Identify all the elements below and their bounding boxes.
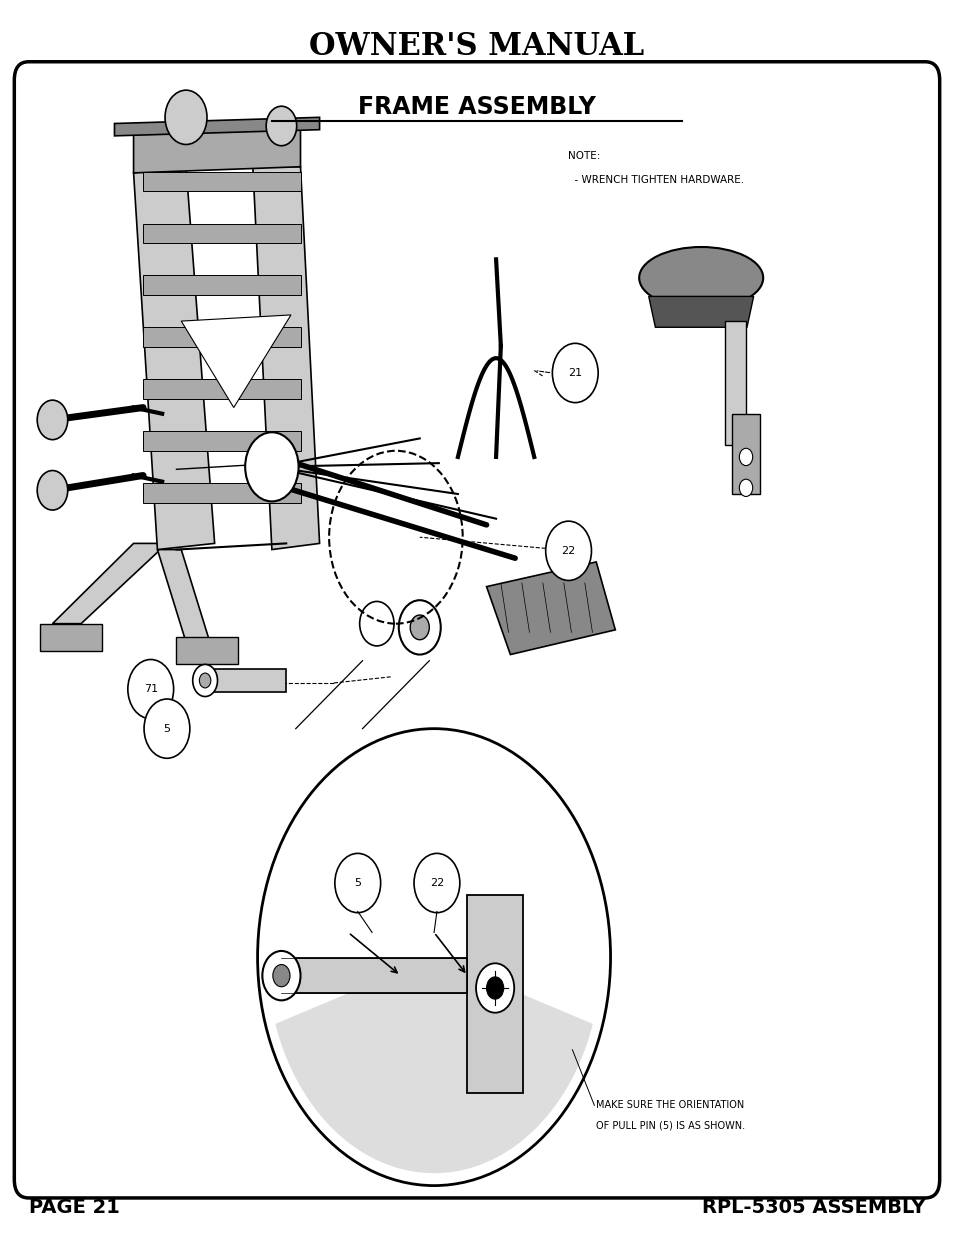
Polygon shape [133,130,300,173]
Circle shape [398,600,440,655]
Circle shape [262,951,300,1000]
Circle shape [37,400,68,440]
Polygon shape [181,315,291,408]
Circle shape [37,471,68,510]
Bar [724,321,745,445]
FancyBboxPatch shape [14,62,939,1198]
Circle shape [257,729,610,1186]
Circle shape [552,343,598,403]
Text: 5: 5 [354,878,361,888]
Text: NOTE:: NOTE: [567,151,599,161]
Text: 22: 22 [561,546,575,556]
Polygon shape [133,167,214,550]
Circle shape [545,521,591,580]
Polygon shape [114,117,319,136]
Circle shape [739,479,752,496]
Text: PAGE 21: PAGE 21 [29,1198,119,1218]
Text: - WRENCH TIGHTEN HARDWARE.: - WRENCH TIGHTEN HARDWARE. [567,175,743,185]
Circle shape [486,977,503,999]
Circle shape [359,601,394,646]
Circle shape [273,965,290,987]
Bar [143,172,300,191]
Circle shape [266,106,296,146]
Polygon shape [52,543,167,624]
Polygon shape [157,550,210,642]
Bar [143,327,300,347]
Circle shape [199,673,211,688]
Ellipse shape [639,247,762,309]
Bar [143,483,300,503]
Bar [143,431,300,451]
Text: RPL-5305 ASSEMBLY: RPL-5305 ASSEMBLY [701,1198,924,1218]
Circle shape [165,90,207,144]
Polygon shape [486,562,615,655]
Text: OWNER'S MANUAL: OWNER'S MANUAL [309,31,644,63]
Bar [731,414,760,494]
Circle shape [414,853,459,913]
Circle shape [144,699,190,758]
Circle shape [335,853,380,913]
Circle shape [410,615,429,640]
Polygon shape [253,167,319,550]
Text: 5: 5 [163,724,171,734]
Polygon shape [275,957,592,1173]
Bar [281,958,467,993]
Circle shape [128,659,173,719]
Bar [143,275,300,295]
Circle shape [476,963,514,1013]
Text: 71: 71 [144,684,157,694]
Polygon shape [648,296,753,327]
Text: MAKE SURE THE ORIENTATION: MAKE SURE THE ORIENTATION [596,1100,743,1110]
Bar [143,224,300,243]
Text: OF PULL PIN (5) IS AS SHOWN.: OF PULL PIN (5) IS AS SHOWN. [596,1120,744,1130]
Circle shape [245,432,298,501]
Circle shape [193,664,217,697]
Text: 21: 21 [568,368,581,378]
Bar [467,895,522,1093]
Circle shape [739,448,752,466]
Bar [40,624,102,651]
Bar [143,379,300,399]
Bar [205,669,286,692]
Text: 22: 22 [430,878,443,888]
Text: FRAME ASSEMBLY: FRAME ASSEMBLY [357,95,596,120]
Bar [176,637,238,664]
